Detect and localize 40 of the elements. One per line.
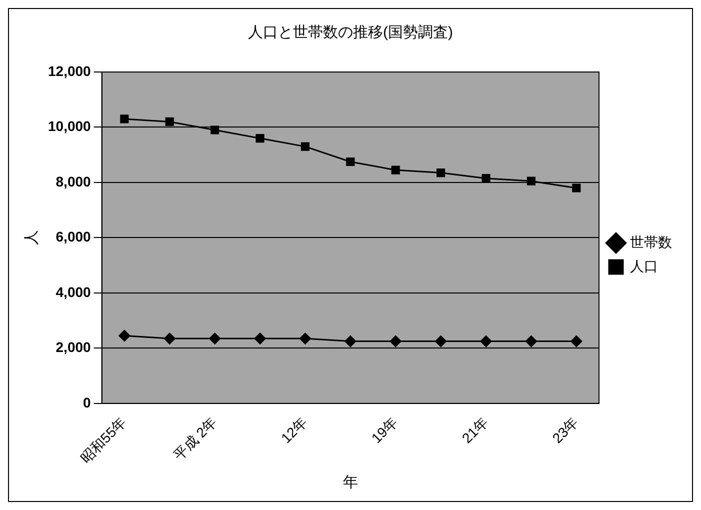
point [482,174,490,183]
x-tick-label: 12年 [278,414,310,446]
point [210,126,220,134]
point [391,166,400,174]
y-tick-label: 10,000 [48,118,92,134]
x-tick-label: 昭和55年 [77,414,130,466]
y-tick-label: 4,000 [56,284,92,300]
y-tick-label: 6,000 [56,228,92,245]
point [118,330,130,342]
x-tick-label: 23年 [549,414,582,446]
point [526,176,536,186]
point [344,336,356,348]
point [435,336,447,348]
legend-label: 人口 [630,258,658,274]
y-tick-label: 12,000 [48,62,92,79]
point [299,332,311,344]
point [254,332,266,344]
point [120,114,129,124]
chart-title: 人口と世帯数の推移(国勢調査) [248,24,453,42]
point [209,332,221,344]
x-tick-label: 19年 [368,414,400,446]
point [525,336,537,348]
point [256,134,264,143]
y-tick-label: 8,000 [56,173,92,190]
point [572,184,581,192]
x-tick-label: 平成 2年 [170,414,220,464]
point [164,332,176,344]
x-tick-label: 21年 [458,414,491,446]
legend-label: 世帯数 [630,234,672,250]
y-tick-label: 0 [83,394,92,410]
y-axis-title: 人 [23,230,40,246]
point [300,142,310,151]
y-tick-label: 2,000 [56,339,92,356]
point [480,336,492,348]
point [436,168,446,178]
point [390,336,402,348]
point [165,117,174,126]
point [570,336,582,348]
x-axis-title: 年 [342,474,358,492]
point [346,157,355,166]
